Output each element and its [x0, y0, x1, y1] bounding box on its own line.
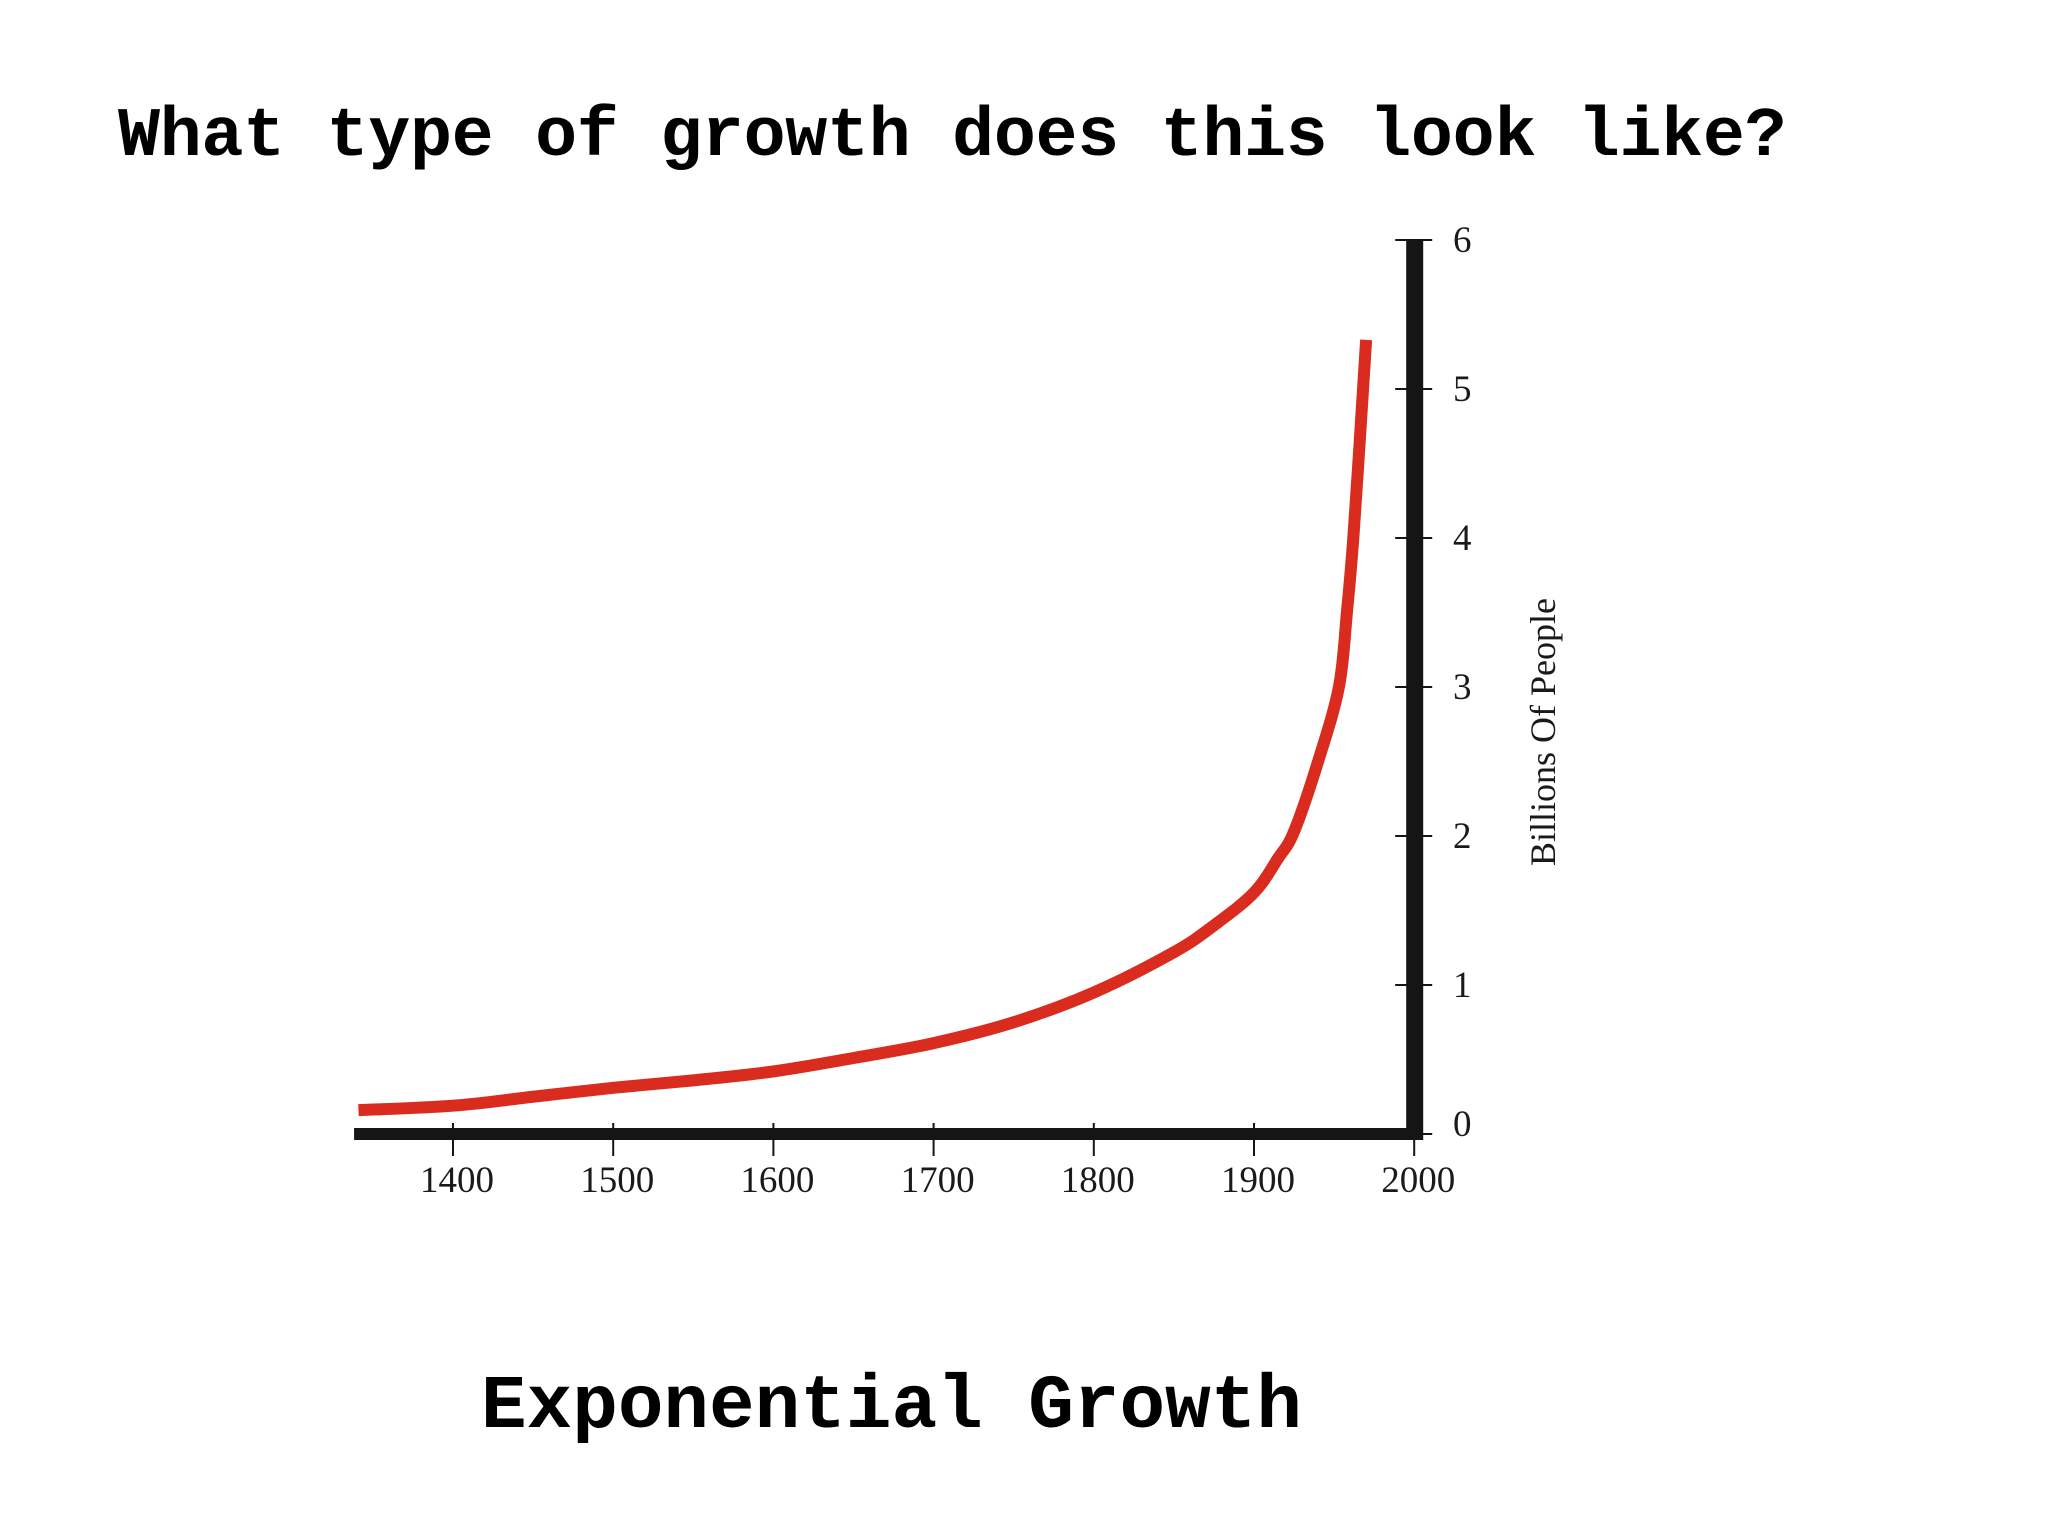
slide-answer: Exponential Growth	[481, 1364, 1302, 1450]
x-tick-label: 1800	[1061, 1160, 1135, 1201]
x-tick-label: 2000	[1381, 1160, 1455, 1201]
x-tick-label: 1600	[740, 1160, 814, 1201]
y-tick-label: 6	[1453, 220, 1472, 261]
y-tick-label: 2	[1453, 816, 1472, 857]
y-tick-label: 3	[1453, 667, 1472, 708]
y-tick-label: 5	[1453, 369, 1472, 410]
y-axis-title: Billions Of People	[1523, 598, 1563, 866]
x-tick-label: 1900	[1221, 1160, 1295, 1201]
x-tick-label: 1400	[420, 1160, 494, 1201]
y-axis: 0 1 2 3 4 5 6	[1395, 220, 1471, 1145]
x-axis-line	[354, 1128, 1423, 1140]
x-tick-label: 1700	[901, 1160, 975, 1201]
y-axis-line	[1406, 240, 1424, 1140]
y-tick-label: 1	[1453, 965, 1472, 1006]
y-tick-label: 0	[1453, 1104, 1472, 1145]
population-curve	[358, 339, 1373, 1117]
slide-question: What type of growth does this look like?	[118, 98, 1787, 177]
y-tick-label: 4	[1453, 518, 1472, 559]
x-axis: 1400 1500 1600 1700 1800 1900 2000	[354, 1123, 1455, 1201]
x-tick-label: 1500	[580, 1160, 654, 1201]
